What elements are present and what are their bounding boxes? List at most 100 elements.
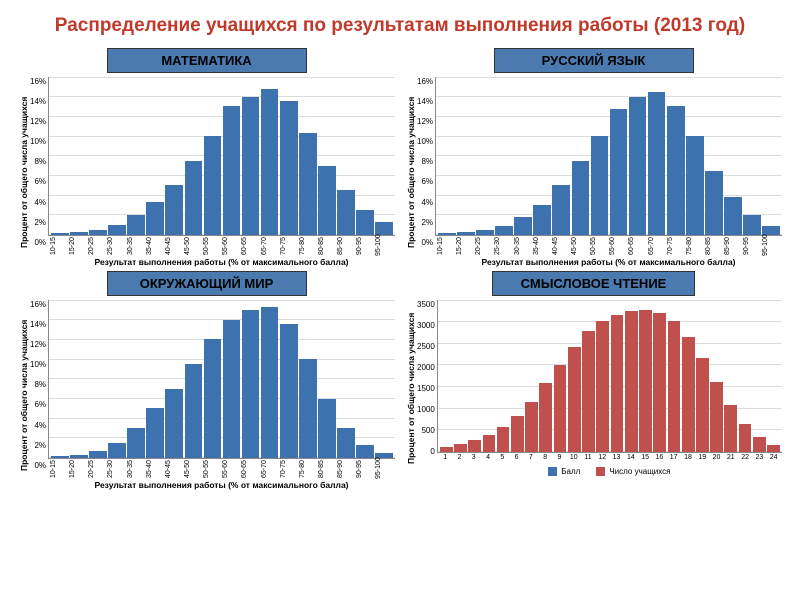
bar	[497, 427, 510, 451]
bar	[483, 435, 496, 452]
bar	[51, 456, 69, 458]
y-axis-ticks: 3500300025002000150010005000	[417, 300, 437, 476]
panel-title: СМЫСЛОВОЕ ЧТЕНИЕ	[492, 271, 696, 296]
bar	[165, 185, 183, 234]
x-axis-label: Результат выполнения работы (% от максим…	[48, 480, 395, 490]
bar	[591, 136, 609, 235]
bar	[629, 97, 647, 235]
bar	[686, 136, 704, 235]
bar	[767, 445, 780, 452]
bar	[261, 89, 279, 235]
panel-title: МАТЕМАТИКА	[107, 48, 307, 73]
bar	[495, 226, 513, 235]
bar	[223, 106, 241, 234]
y-axis-label: Процент от общего числа учащихся	[405, 77, 417, 267]
bar	[70, 455, 88, 458]
bar-plot	[435, 77, 782, 236]
legend-label: Балл	[561, 467, 580, 476]
bar	[533, 205, 551, 235]
x-axis-label: Результат выполнения работы (% от максим…	[48, 257, 395, 267]
y-axis-label: Процент от общего числа учащихся	[18, 300, 30, 490]
bar	[539, 383, 552, 452]
panel-title: ОКРУЖАЮЩИЙ МИР	[107, 271, 307, 296]
bar	[375, 222, 393, 235]
bar	[682, 337, 695, 452]
bar	[710, 382, 723, 451]
y-axis-ticks: 16%14%12%10%8%6%4%2%0%	[417, 77, 435, 267]
bar	[739, 424, 752, 452]
bar	[668, 321, 681, 451]
bar	[127, 428, 145, 458]
bar	[185, 364, 203, 458]
bar	[568, 347, 581, 452]
bar	[261, 307, 279, 458]
bar	[204, 339, 222, 458]
bar	[552, 185, 570, 234]
bar	[625, 311, 638, 451]
bar	[318, 399, 336, 458]
bar	[89, 230, 107, 235]
bar	[653, 313, 666, 452]
bar	[242, 310, 260, 458]
bar	[51, 233, 69, 235]
bar	[572, 161, 590, 235]
bar	[639, 310, 652, 452]
bar	[724, 405, 737, 452]
bar-plot	[48, 77, 395, 236]
bar	[610, 109, 628, 234]
bar	[667, 106, 685, 234]
bar	[280, 101, 298, 234]
bar	[648, 92, 666, 235]
bar	[611, 315, 624, 452]
bar	[185, 161, 203, 235]
chart-grid: МАТЕМАТИКА Процент от общего числа учащи…	[0, 48, 800, 498]
bar	[440, 447, 453, 452]
bar	[165, 389, 183, 458]
bar	[337, 190, 355, 234]
legend-swatch	[548, 467, 557, 476]
bar	[468, 440, 481, 451]
bar	[582, 331, 595, 452]
bar	[146, 202, 164, 235]
bar	[514, 217, 532, 235]
bar	[70, 232, 88, 235]
page-title: Распределение учащихся по результатам вы…	[0, 0, 800, 48]
panel-russian: РУССКИЙ ЯЗЫК Процент от общего числа уча…	[405, 48, 782, 267]
bar	[743, 215, 761, 235]
x-axis-ticks: 123456789101112131415161718192021222324	[437, 453, 782, 465]
y-axis-label: Процент от общего числа учащихся	[405, 300, 417, 476]
bar	[454, 444, 467, 452]
bar	[476, 230, 494, 235]
panel-reading: СМЫСЛОВОЕ ЧТЕНИЕ Процент от общего числа…	[405, 271, 782, 490]
y-axis-label: Процент от общего числа учащихся	[18, 77, 30, 267]
legend: Балл Число учащихся	[437, 467, 782, 476]
bar	[223, 320, 241, 458]
bar	[299, 359, 317, 458]
bar	[204, 136, 222, 235]
bar	[318, 166, 336, 235]
y-axis-ticks: 16%14%12%10%8%6%4%2%0%	[30, 77, 48, 267]
x-axis-ticks: 10-1515-2020-2525-3030-3535-4040-4545-50…	[435, 236, 782, 256]
panel-world: ОКРУЖАЮЩИЙ МИР Процент от общего числа у…	[18, 271, 395, 490]
bar	[705, 171, 723, 235]
bar	[511, 416, 524, 452]
bar	[108, 225, 126, 235]
bar	[753, 437, 766, 452]
panel-math: МАТЕМАТИКА Процент от общего числа учащи…	[18, 48, 395, 267]
bar	[89, 451, 107, 458]
bar	[596, 321, 609, 452]
bar-plot	[48, 300, 395, 459]
bar	[146, 408, 164, 457]
y-axis-ticks: 16%14%12%10%8%6%4%2%0%	[30, 300, 48, 490]
bar	[696, 358, 709, 451]
legend-label: Число учащихся	[609, 467, 670, 476]
bar	[438, 233, 456, 235]
bar	[127, 215, 145, 235]
bar	[525, 402, 538, 452]
panel-title: РУССКИЙ ЯЗЫК	[494, 48, 694, 73]
bar	[554, 365, 567, 452]
legend-item: Число учащихся	[596, 467, 670, 476]
legend-swatch	[596, 467, 605, 476]
bar	[337, 428, 355, 458]
bar	[356, 210, 374, 235]
